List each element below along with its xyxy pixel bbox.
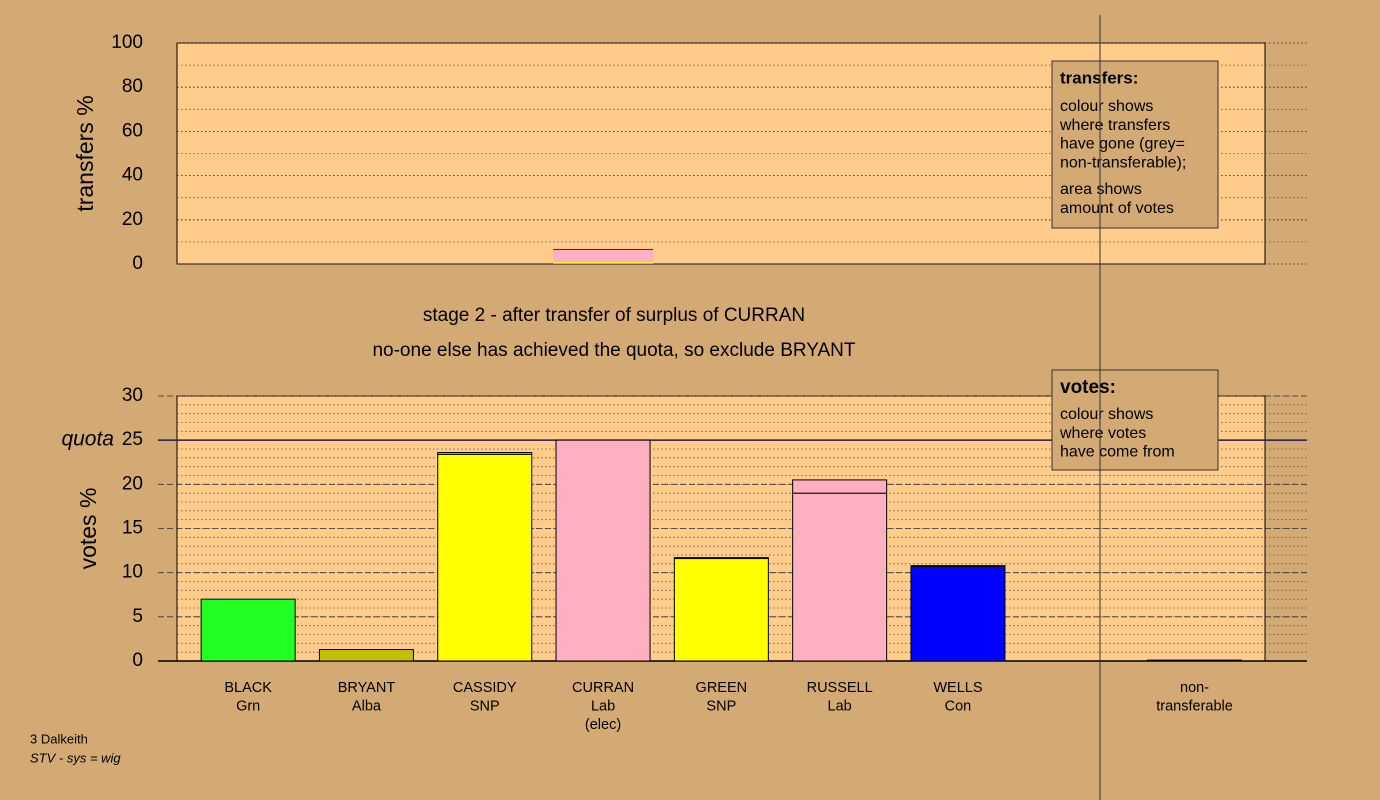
y-tick-label: 10 (122, 562, 143, 583)
y-tick-label: 25 (122, 429, 143, 450)
x-tick-label: transferable (1156, 699, 1233, 715)
x-tick-label: RUSSELL (807, 680, 873, 696)
x-tick-label: CASSIDY (453, 680, 517, 696)
x-tick-label: BLACK (224, 680, 272, 696)
x-tick-label: CURRAN (572, 680, 634, 696)
transfer-segment (553, 249, 654, 263)
y-tick-label: 15 (122, 518, 143, 539)
bar-segment (555, 439, 651, 662)
bar-segment (200, 598, 296, 662)
legend-text: amount of votes (1060, 200, 1174, 217)
bar-segment (318, 649, 414, 662)
transfer-segment (553, 263, 654, 264)
bar-segment (910, 565, 1006, 567)
x-tick-label: GREEN (696, 680, 748, 696)
x-tick-label: Con (945, 699, 972, 715)
bar-segment (673, 557, 769, 560)
bar-segment (437, 453, 533, 662)
y-tick-label: 0 (132, 650, 143, 671)
footer-place: 3 Dalkeith (30, 731, 88, 746)
legend-text: area shows (1060, 181, 1142, 198)
legend-box (1051, 369, 1219, 471)
legend-text: non-transferable); (1060, 154, 1186, 171)
x-tick-label: WELLS (933, 680, 982, 696)
y-tick-label: 5 (132, 606, 143, 627)
legend-text: colour shows (1060, 98, 1153, 115)
bar-segment (437, 452, 533, 455)
stage-subtitle: no-one else has achieved the quota, so e… (372, 340, 855, 361)
bar-segment (673, 558, 769, 662)
legend-box (1051, 60, 1219, 229)
y-axis-label: transfers % (72, 95, 98, 211)
bar-segment (792, 492, 888, 662)
legend-text: have gone (grey= (1060, 136, 1185, 153)
x-tick-label: Alba (352, 699, 382, 715)
x-tick-label: Lab (591, 699, 615, 715)
footer-system: STV - sys = wig (30, 750, 121, 765)
x-tick-label: SNP (470, 699, 500, 715)
legend-text: have come from (1060, 444, 1175, 461)
y-tick-label: 60 (122, 120, 143, 141)
x-tick-label: BRYANT (338, 680, 396, 696)
y-tick-label: 20 (122, 209, 143, 230)
legend-text: colour shows (1060, 406, 1153, 423)
y-tick-label: 0 (132, 253, 143, 274)
x-tick-label: (elec) (585, 717, 621, 733)
quota-label: quota (61, 428, 114, 451)
transfer-segment (553, 248, 654, 250)
stage-title: stage 2 - after transfer of surplus of C… (423, 305, 805, 326)
y-tick-label: 30 (122, 385, 143, 406)
bar-segment (1147, 659, 1243, 662)
x-tick-label: Grn (236, 699, 260, 715)
bar-segment (910, 565, 1006, 662)
x-tick-label: Lab (828, 699, 852, 715)
legend-text: where votes (1059, 425, 1146, 442)
y-tick-label: 80 (122, 76, 143, 97)
y-tick-label: 40 (122, 165, 143, 186)
y-axis-label: votes % (75, 488, 101, 570)
legend-title: votes: (1060, 377, 1116, 398)
x-tick-label: non- (1180, 680, 1209, 696)
bar-segment (792, 479, 888, 494)
x-tick-label: SNP (706, 699, 736, 715)
transfer-segment (553, 262, 654, 264)
y-tick-label: 100 (111, 32, 143, 53)
legend-title: transfers: (1060, 68, 1138, 87)
legend-text: where transfers (1059, 117, 1170, 134)
y-tick-label: 20 (122, 473, 143, 494)
